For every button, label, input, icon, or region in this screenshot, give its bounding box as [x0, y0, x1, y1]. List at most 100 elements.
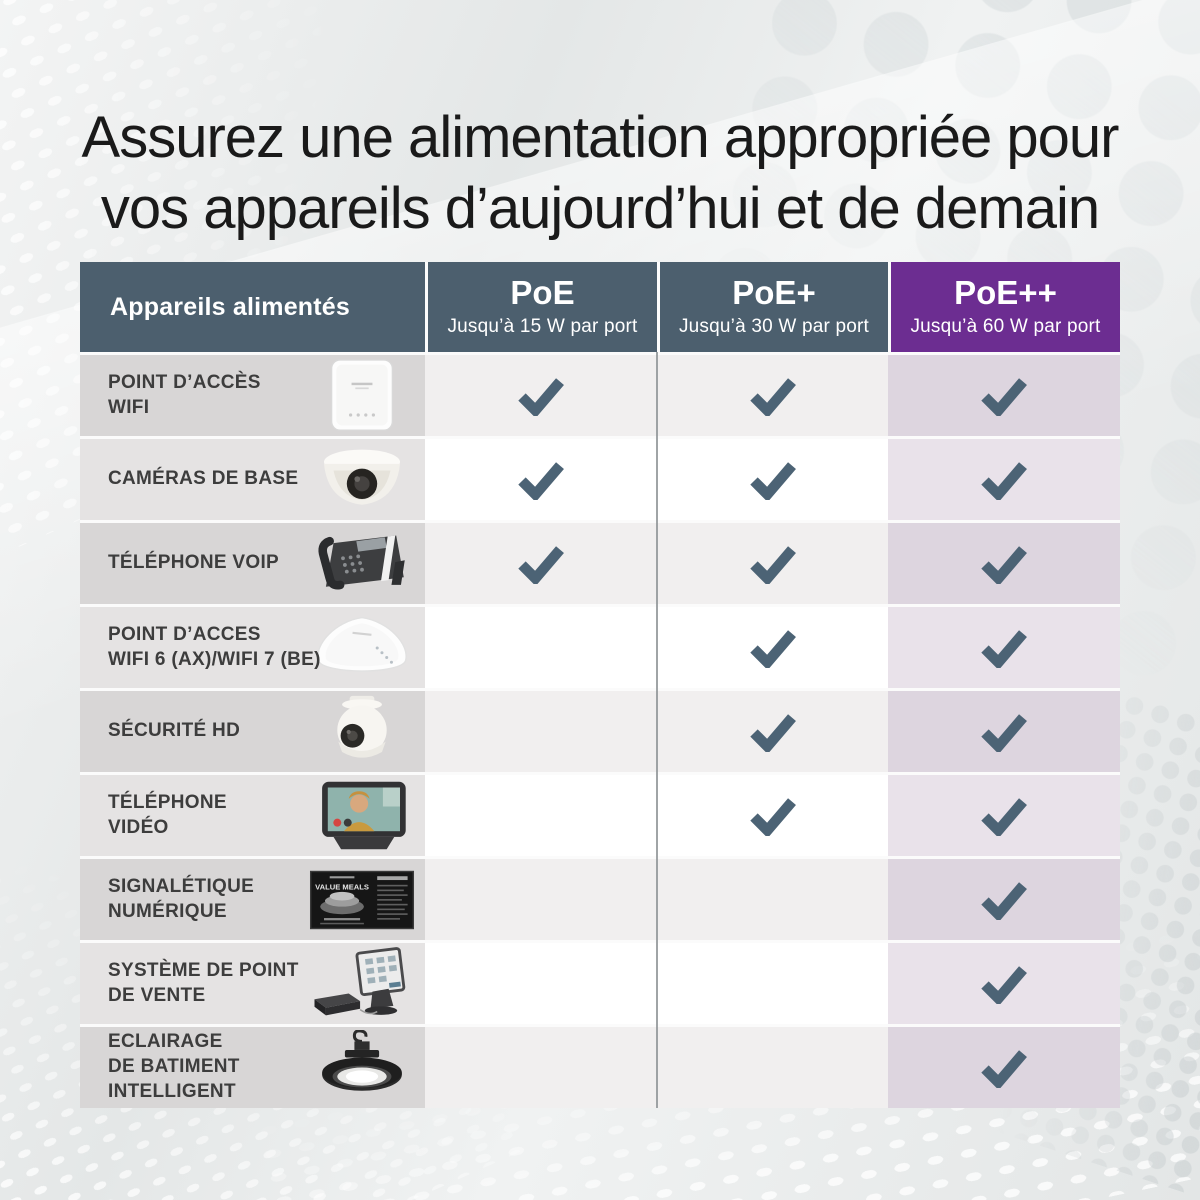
device-cell: ECLAIRAGE DE BATIMENT INTELLIGENT — [80, 1027, 425, 1108]
support-cell-empty — [425, 1027, 657, 1108]
support-cell-checked — [657, 355, 888, 436]
support-cell-empty — [425, 691, 657, 772]
device-label: SIGNALÉTIQUE NUMÉRIQUE — [108, 875, 255, 922]
support-cell-checked — [888, 1027, 1120, 1108]
checkmark-icon — [749, 713, 796, 752]
device-cell: SYSTÈME DE POINT DE VENTE — [80, 943, 425, 1024]
device-label: POINT D’ACCÈS WIFI — [108, 371, 261, 418]
support-cell-checked — [888, 439, 1120, 520]
support-cell-checked — [425, 355, 657, 436]
support-cell-empty — [425, 775, 657, 856]
checkmark-icon — [981, 629, 1027, 668]
wifi6-access-point-image — [304, 610, 420, 686]
checkmark-icon — [981, 545, 1027, 584]
column-header-poe-plus: PoE+ Jusqu’à 30 W par port — [657, 262, 888, 352]
column-header-poe-plus-plus: PoE++ Jusqu’à 60 W par port — [888, 262, 1120, 352]
checkmark-icon — [981, 797, 1027, 836]
support-cell-empty — [425, 607, 657, 688]
poe-plus-plus-subtitle: Jusqu’à 60 W par port — [910, 315, 1101, 337]
page-title: Assurez une alimentation appropriée pour… — [0, 103, 1200, 245]
support-cell-checked — [888, 775, 1120, 856]
checkmark-icon — [981, 881, 1027, 920]
support-cell-checked — [657, 607, 888, 688]
table-row: POINT D’ACCES WIFI 6 (AX)/WIFI 7 (BE) — [80, 607, 1120, 688]
checkmark-icon — [981, 1049, 1027, 1088]
device-label: SÉCURITÉ HD — [108, 720, 241, 742]
poe-plus-name: PoE+ — [732, 274, 816, 312]
checkmark-icon — [981, 965, 1027, 1004]
support-cell-checked — [425, 439, 657, 520]
device-label: SYSTÈME DE POINT DE VENTE — [108, 959, 299, 1006]
support-cell-empty — [425, 943, 657, 1024]
support-cell-checked — [888, 859, 1120, 940]
support-cell-checked — [657, 439, 888, 520]
support-cell-empty — [657, 1027, 888, 1108]
wifi-access-point-image — [304, 358, 420, 434]
checkmark-icon — [518, 377, 564, 416]
title-line-1: Assurez une alimentation appropriée pour — [81, 104, 1120, 170]
pos-system-image — [304, 946, 420, 1022]
dome-camera-image — [304, 442, 420, 518]
column-divider-line — [656, 352, 658, 1108]
title-line-2: vos appareils d’aujourd’hui et de demain — [100, 175, 1100, 241]
table-row: SYSTÈME DE POINT DE VENTE — [80, 943, 1120, 1024]
support-cell-checked — [888, 355, 1120, 436]
checkmark-icon — [749, 629, 796, 668]
table-row: CAMÉRAS DE BASE — [80, 439, 1120, 520]
device-cell: POINT D’ACCES WIFI 6 (AX)/WIFI 7 (BE) — [80, 607, 425, 688]
checkmark-icon — [749, 545, 796, 584]
checkmark-icon — [749, 797, 796, 836]
checkmark-icon — [981, 377, 1027, 416]
checkmark-icon — [749, 377, 796, 416]
row-header-cell: Appareils alimentés — [80, 262, 425, 352]
checkmark-icon — [518, 461, 564, 500]
smart-lighting-image — [304, 1030, 420, 1106]
checkmark-icon — [981, 713, 1027, 752]
device-label: TÉLÉPHONE VIDÉO — [108, 791, 227, 838]
support-cell-checked — [657, 775, 888, 856]
support-cell-empty — [425, 859, 657, 940]
table-body: POINT D’ACCÈS WIFI CAMÉRAS DE BASE TÉLÉPH… — [80, 352, 1120, 1108]
support-cell-checked — [888, 943, 1120, 1024]
device-label: ECLAIRAGE DE BATIMENT INTELLIGENT — [108, 1031, 240, 1102]
device-label: TÉLÉPHONE VOIP — [108, 552, 280, 574]
device-cell: TÉLÉPHONE VOIP — [80, 523, 425, 604]
device-cell: SÉCURITÉ HD — [80, 691, 425, 772]
support-cell-empty — [657, 859, 888, 940]
device-label: CAMÉRAS DE BASE — [108, 468, 299, 490]
voip-phone-image — [304, 526, 420, 602]
device-cell: CAMÉRAS DE BASE — [80, 439, 425, 520]
checkmark-icon — [518, 545, 564, 584]
device-label: POINT D’ACCES WIFI 6 (AX)/WIFI 7 (BE) — [108, 623, 321, 670]
poe-name: PoE — [510, 274, 575, 312]
table-header: Appareils alimentés PoE Jusqu’à 15 W par… — [80, 262, 1120, 352]
table-row: SIGNALÉTIQUE NUMÉRIQUE — [80, 859, 1120, 940]
support-cell-checked — [888, 523, 1120, 604]
poe-subtitle: Jusqu’à 15 W par port — [447, 315, 638, 337]
table-row: TÉLÉPHONE VIDÉO — [80, 775, 1120, 856]
support-cell-checked — [425, 523, 657, 604]
digital-signage-image — [304, 862, 420, 938]
table-row: POINT D’ACCÈS WIFI — [80, 355, 1120, 436]
turret-camera-image — [304, 694, 420, 770]
support-cell-empty — [657, 943, 888, 1024]
support-cell-checked — [888, 607, 1120, 688]
device-cell: TÉLÉPHONE VIDÉO — [80, 775, 425, 856]
table-row: SÉCURITÉ HD — [80, 691, 1120, 772]
checkmark-icon — [981, 461, 1027, 500]
video-phone-image — [304, 778, 420, 854]
support-cell-checked — [657, 691, 888, 772]
checkmark-icon — [749, 461, 796, 500]
device-cell: POINT D’ACCÈS WIFI — [80, 355, 425, 436]
device-cell: SIGNALÉTIQUE NUMÉRIQUE — [80, 859, 425, 940]
support-cell-checked — [888, 691, 1120, 772]
poe-plus-subtitle: Jusqu’à 30 W par port — [678, 315, 870, 337]
table-row: ECLAIRAGE DE BATIMENT INTELLIGENT — [80, 1027, 1120, 1108]
poe-plus-plus-name: PoE++ — [954, 274, 1057, 312]
poe-comparison-table: Appareils alimentés PoE Jusqu’à 15 W par… — [80, 262, 1120, 1108]
table-row: TÉLÉPHONE VOIP — [80, 523, 1120, 604]
row-header-label: Appareils alimentés — [110, 292, 351, 321]
support-cell-checked — [657, 523, 888, 604]
column-header-poe: PoE Jusqu’à 15 W par port — [425, 262, 657, 352]
